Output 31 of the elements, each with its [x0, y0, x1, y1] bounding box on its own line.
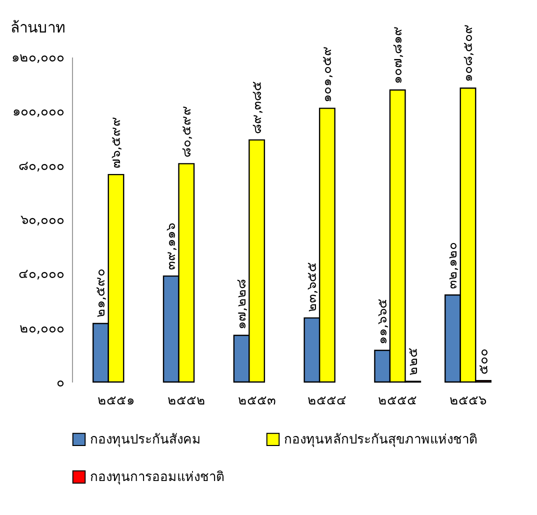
data-label: ๑๐๗,๘๑๙ — [390, 26, 406, 84]
x-tick-label: ๒๕๕๕ — [378, 394, 418, 408]
data-label: ๑๐๘,๕๐๙ — [461, 24, 476, 82]
x-tick-label: ๒๕๕๒ — [167, 394, 206, 408]
data-label: ๑๑,๖๖๕ — [375, 298, 390, 344]
y-tick-label: ๑๐๐,๐๐๐ — [12, 104, 64, 120]
data-label: ๒๓,๖๕๕ — [304, 262, 320, 312]
data-label: ๗๖,๕๙๙ — [109, 116, 124, 169]
x-tick-label: ๒๕๕๔ — [308, 394, 347, 408]
data-label: ๓๒,๑๒๐ — [446, 242, 461, 290]
data-label: ๑๗,๒๒๘ — [234, 279, 250, 330]
y-tick-label: ๒๐,๐๐๐ — [19, 321, 64, 336]
y-tick-label: ๑๒๐,๐๐๐ — [11, 50, 64, 66]
data-label: ๓๙,๑๑๖ — [164, 222, 180, 270]
y-axis-title: ล้านบาท — [10, 18, 66, 36]
legend-label: กองทุนประกันสังคม — [90, 432, 201, 448]
y-tick-label: ๔๐,๐๐๐ — [18, 267, 64, 282]
y-tick-label: ๐ — [56, 376, 64, 390]
legend-label: กองทุนการออมแห่งชาติ — [90, 470, 224, 485]
y-tick-label: ๖๐,๐๐๐ — [20, 213, 64, 228]
data-label: ๘๙,๓๘๕ — [250, 80, 265, 134]
data-label: ๕๐๐ — [476, 348, 492, 375]
y-tick-label: ๘๐,๐๐๐ — [18, 158, 64, 174]
x-tick-label: ๒๕๕๓ — [238, 394, 276, 408]
data-label: ๒๒๕ — [406, 347, 421, 376]
legend-label: กองทุนหลักประกันสุขภาพแห่งชาติ — [284, 432, 477, 448]
data-label: ๘๐,๕๙๙ — [179, 106, 194, 158]
x-tick-label: ๒๕๕๑ — [98, 394, 134, 408]
x-tick-label: ๒๕๕๖ — [450, 394, 486, 408]
data-label: ๑๐๑,๐๕๙ — [320, 46, 336, 102]
data-label: ๒๑,๕๙๐ — [94, 268, 109, 318]
